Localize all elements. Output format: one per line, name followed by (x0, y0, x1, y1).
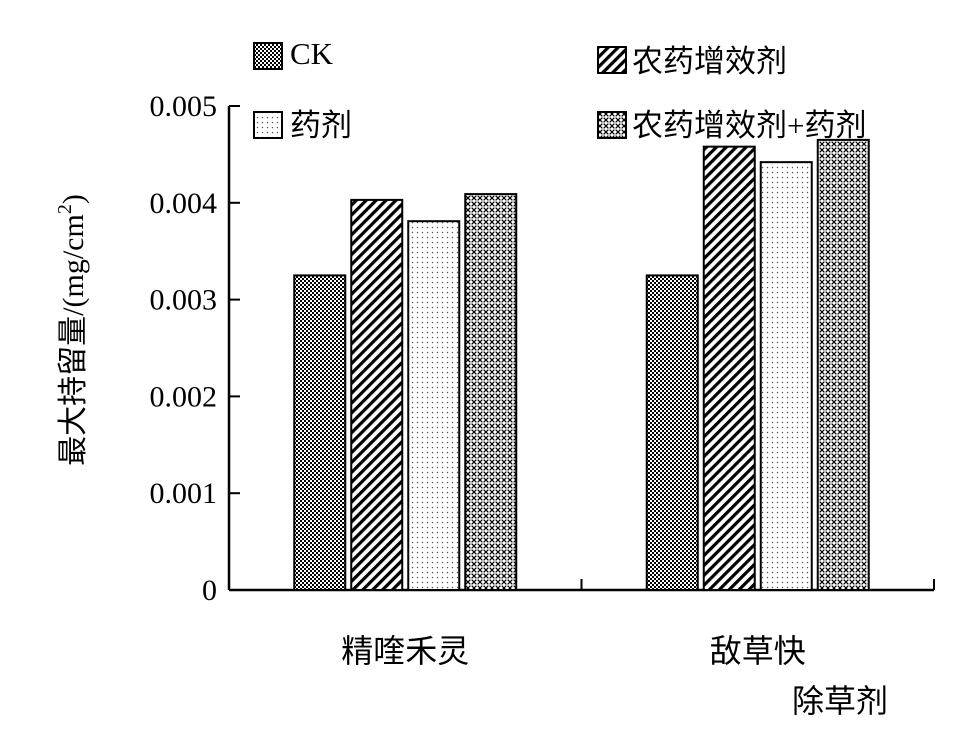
legend: CK 农药增效剂 药剂 农药增效剂+药剂 (253, 36, 866, 143)
y-tick-label: 0.004 (150, 187, 218, 220)
bar-ck-2 (645, 274, 699, 591)
legend-label-agent: 药剂 (290, 108, 352, 143)
category-label: 敌草快 (710, 633, 806, 669)
bar-synergist-plus-agent-2 (816, 138, 870, 591)
legend-item-agent: 药剂 (253, 108, 352, 143)
bar-synergist-1 (350, 198, 404, 591)
legend-item-synergist-plus-agent: 农药增效剂+药剂 (597, 108, 866, 143)
y-tick-label: 0.003 (150, 284, 218, 317)
x-ticks (228, 579, 935, 590)
category-labels: 精喹禾灵 敌草快 (341, 633, 806, 669)
legend-swatch-synergist-plus-agent (597, 111, 627, 139)
y-tick-label: 0.001 (150, 477, 218, 510)
bar-synergist-plus-agent-1 (464, 193, 518, 591)
x-axis-title: 除草剂 (792, 683, 888, 719)
bar-synergist-2 (702, 145, 756, 591)
y-axis-title: 最大持留量/(mg/cm2) (54, 194, 90, 466)
legend-item-synergist: 农药增效剂 (597, 44, 787, 79)
y-tick-label: 0.002 (150, 380, 218, 413)
legend-item-ck: CK (253, 36, 334, 71)
bar-ck-1 (293, 274, 347, 591)
legend-swatch-synergist (597, 46, 627, 74)
y-tick-label: 0 (202, 574, 217, 607)
legend-swatch-ck (253, 42, 283, 70)
category-label: 精喹禾灵 (341, 633, 469, 669)
y-tick-label: 0.005 (150, 90, 218, 123)
y-ticks: 0 0.001 0.002 0.003 0.004 0.005 (150, 90, 240, 607)
bar-agent-2 (759, 161, 813, 591)
legend-swatch-agent (253, 111, 283, 139)
bars (293, 138, 870, 592)
legend-label-ck: CK (290, 36, 334, 71)
legend-label-synergist-plus-agent: 农药增效剂+药剂 (632, 108, 866, 143)
legend-label-synergist: 农药增效剂 (632, 44, 787, 79)
bar-agent-1 (407, 220, 461, 592)
